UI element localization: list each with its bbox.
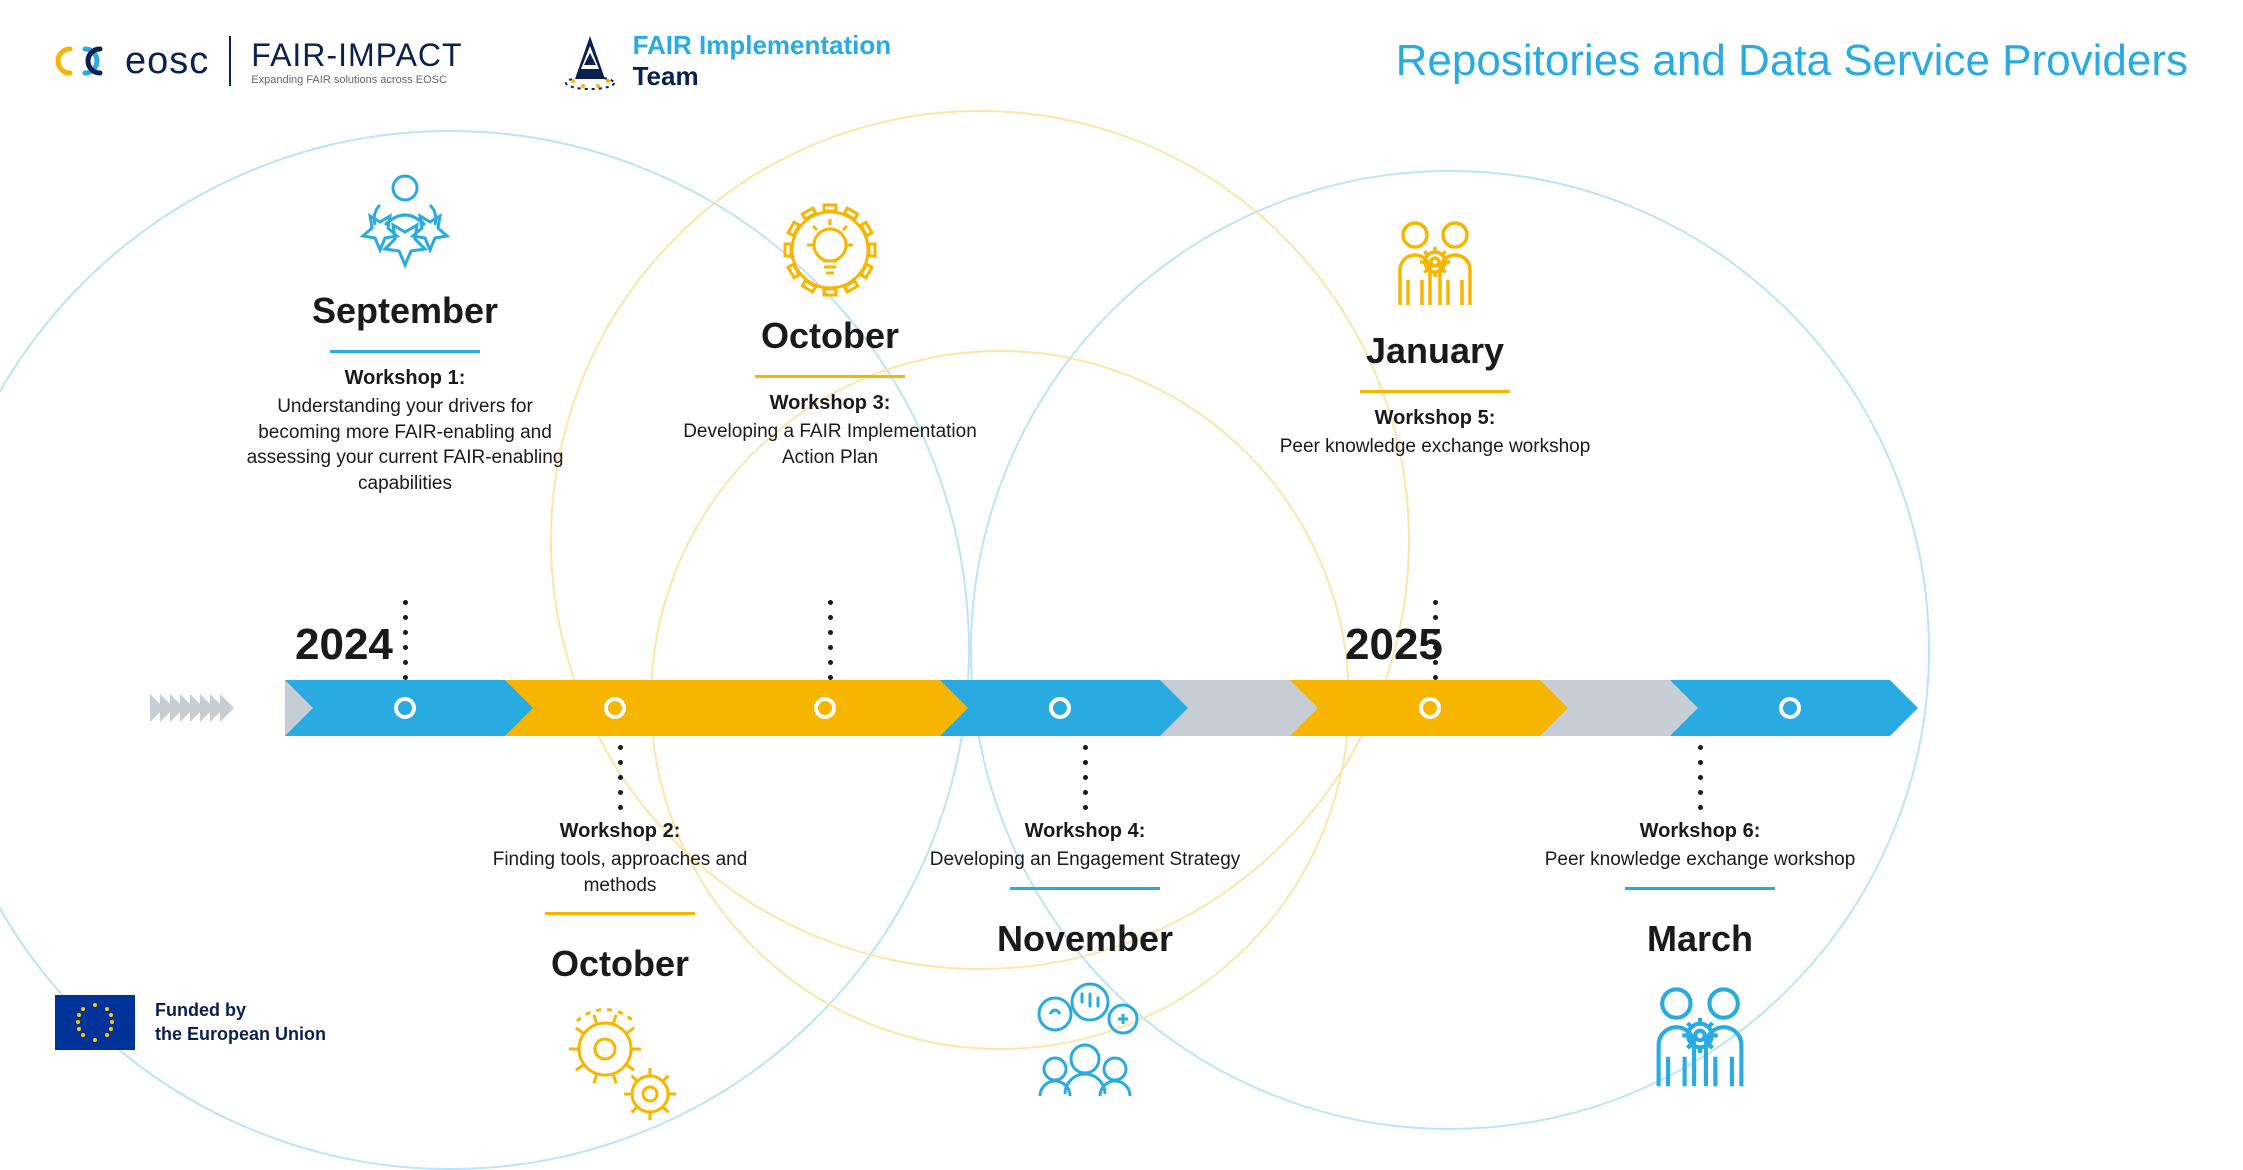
- month-label: October: [761, 315, 899, 361]
- workshop-5: January Workshop 5: Peer knowledge exchang…: [1275, 210, 1595, 460]
- month-label: November: [997, 918, 1173, 964]
- timeline-marker: [814, 697, 836, 719]
- eu-line2: the European Union: [155, 1023, 326, 1046]
- workshop-desc: Developing a FAIR Implementation Action …: [670, 419, 990, 470]
- month-label: March: [1647, 918, 1753, 964]
- workshop-title: Workshop 3:: [670, 392, 990, 415]
- eu-funding: Funded by the European Union: [55, 995, 326, 1050]
- year-2024: 2024: [295, 620, 393, 670]
- connector-dots: [1697, 745, 1703, 810]
- timeline-segment: [1290, 680, 1540, 736]
- timeline-segment: [940, 680, 1160, 736]
- fair-impact-sub: Expanding FAIR solutions across EOSC: [251, 74, 462, 86]
- workshop-desc: Peer knowledge exchange workshop: [1275, 434, 1595, 460]
- fair-team-logo: FAIR Implementation Team: [563, 30, 892, 92]
- month-label: September: [312, 290, 498, 336]
- underline: [1010, 887, 1160, 890]
- eosc-text: eosc: [125, 40, 209, 83]
- timeline-segment: [285, 680, 505, 736]
- month-label: October: [551, 943, 689, 989]
- underline: [1625, 887, 1775, 890]
- workshop-title: Workshop 2:: [460, 820, 780, 843]
- gears-icon: [555, 999, 685, 1129]
- fair-impact-logo: FAIR-IMPACT Expanding FAIR solutions acr…: [251, 37, 462, 86]
- timeline-marker: [1779, 697, 1801, 719]
- connector-dots: [617, 745, 623, 810]
- fair-impact-title: FAIR-IMPACT: [251, 37, 462, 74]
- team-gear-icon: [1380, 210, 1490, 320]
- stars-person-icon: [350, 170, 460, 280]
- workshop-4: Workshop 4: Developing an Engagement Stra…: [925, 820, 1245, 1104]
- timeline-marker: [1049, 697, 1071, 719]
- timeline-marker: [1419, 697, 1441, 719]
- workshop-title: Workshop 6:: [1540, 820, 1860, 843]
- divider: [229, 36, 231, 86]
- people-social-icon: [1020, 974, 1150, 1104]
- underline: [1360, 390, 1510, 393]
- team-gear-icon: [1635, 974, 1765, 1104]
- workshop-1: September Workshop 1: Understanding your d…: [245, 170, 565, 497]
- workshop-3: October Workshop 3: Developing a FAIR Impl…: [670, 195, 990, 470]
- eu-text: Funded by the European Union: [155, 999, 326, 1046]
- connector-dots: [1432, 600, 1438, 680]
- underline: [755, 375, 905, 378]
- underline: [545, 912, 695, 915]
- eosc-rings-icon: [55, 41, 115, 81]
- workshop-desc: Understanding your drivers for becoming …: [245, 394, 565, 497]
- workshop-desc: Developing an Engagement Strategy: [925, 847, 1245, 873]
- connector-dots: [1082, 745, 1088, 810]
- connector-dots: [402, 600, 408, 680]
- cone-icon: [563, 31, 618, 91]
- eosc-logo: eosc: [55, 40, 209, 83]
- timeline-segment: [505, 680, 940, 736]
- timeline: [150, 680, 1890, 736]
- timeline-marker: [394, 697, 416, 719]
- workshop-6: Workshop 6: Peer knowledge exchange works…: [1540, 820, 1860, 1104]
- month-label: January: [1366, 330, 1504, 376]
- workshop-title: Workshop 5:: [1275, 407, 1595, 430]
- connector-dots: [827, 600, 833, 680]
- underline: [330, 350, 480, 353]
- timeline-segment: [150, 680, 285, 736]
- header: eosc FAIR-IMPACT Expanding FAIR solution…: [55, 30, 2188, 92]
- workshop-title: Workshop 1:: [245, 367, 565, 390]
- timeline-marker: [604, 697, 626, 719]
- workshop-desc: Finding tools, approaches and methods: [460, 847, 780, 898]
- workshop-desc: Peer knowledge exchange workshop: [1540, 847, 1860, 873]
- workshop-title: Workshop 4:: [925, 820, 1245, 843]
- fair-team-line2: Team: [633, 61, 892, 92]
- eu-flag-icon: [55, 995, 135, 1050]
- year-2025: 2025: [1345, 620, 1443, 670]
- gear-bulb-icon: [775, 195, 885, 305]
- timeline-segment: [1670, 680, 1890, 736]
- eu-line1: Funded by: [155, 999, 326, 1022]
- workshop-2: Workshop 2: Finding tools, approaches and…: [460, 820, 780, 1129]
- fair-team-line1: FAIR Implementation: [633, 30, 892, 61]
- page-title: Repositories and Data Service Providers: [1396, 36, 2188, 86]
